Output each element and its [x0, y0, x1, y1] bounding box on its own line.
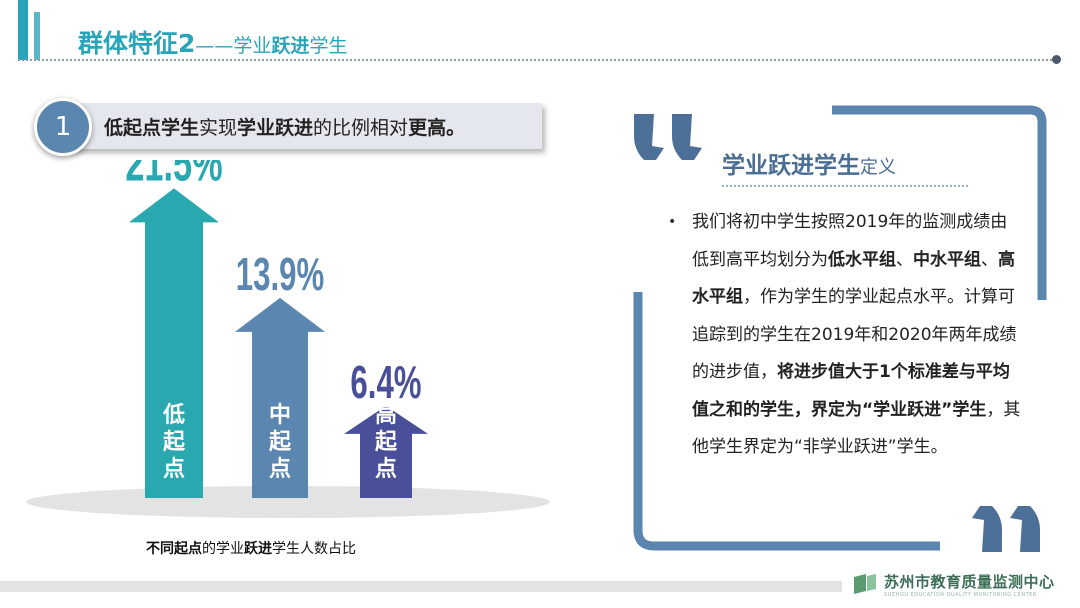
- chart-category-label: 起: [374, 430, 398, 455]
- chart-category-label: 起: [268, 430, 292, 455]
- chart-bar: [344, 405, 428, 498]
- footer-bar: [0, 581, 842, 592]
- chart-category-label: 低: [162, 403, 185, 428]
- key-point-text: 低起点学生实现学业跃进的比例相对更高。: [104, 117, 466, 139]
- key-point-banner: [66, 103, 542, 149]
- org-logo-icon: [854, 574, 876, 594]
- chart-category-label: 点: [269, 456, 291, 482]
- chart-caption: 不同起点的学业跃进学生人数占比: [146, 541, 356, 557]
- close-quote-icon: [972, 506, 1040, 552]
- open-quote-icon: [634, 114, 702, 160]
- chart-category-label: 起: [162, 430, 186, 455]
- chart-data-label: 13.9%: [236, 249, 324, 300]
- header-divider: [18, 59, 1056, 61]
- definition-title: 学业跃进学生定义: [722, 153, 896, 179]
- definition-bullet: •: [668, 214, 677, 230]
- chart-category-label: 中: [269, 403, 291, 428]
- header-divider-endpoint: [1052, 55, 1061, 64]
- chart-data-label: 21.5%: [125, 160, 222, 192]
- frame-bottom-left-border: [633, 292, 940, 551]
- chart-category-label: 高: [375, 402, 397, 428]
- definition-title-underline: [722, 185, 968, 187]
- definition-frame: [633, 105, 1047, 552]
- org-name-english: SUZHOU EDUCATION QUALITY MONITORING CENT…: [884, 592, 1037, 598]
- frame-top-right-border: [832, 105, 1047, 300]
- chart-category-label: 点: [163, 456, 185, 482]
- chart-data-label: 6.4%: [350, 357, 421, 408]
- header-accent-bar: [18, 0, 28, 60]
- definition-body: 我们将初中学生按照2019年的监测成绩由低到高平均划分为低水平组、中水平组、高水…: [692, 212, 1021, 457]
- chart-bar: [235, 297, 325, 498]
- page-title: 群体特征2——学业跃进学生: [78, 29, 348, 58]
- key-point-number: 1: [34, 98, 92, 156]
- chart-category-label: 点: [375, 456, 397, 482]
- header-accent-bar-secondary: [34, 12, 40, 60]
- chart-bar: [129, 188, 219, 498]
- org-name: 苏州市教育质量监测中心: [884, 573, 1055, 591]
